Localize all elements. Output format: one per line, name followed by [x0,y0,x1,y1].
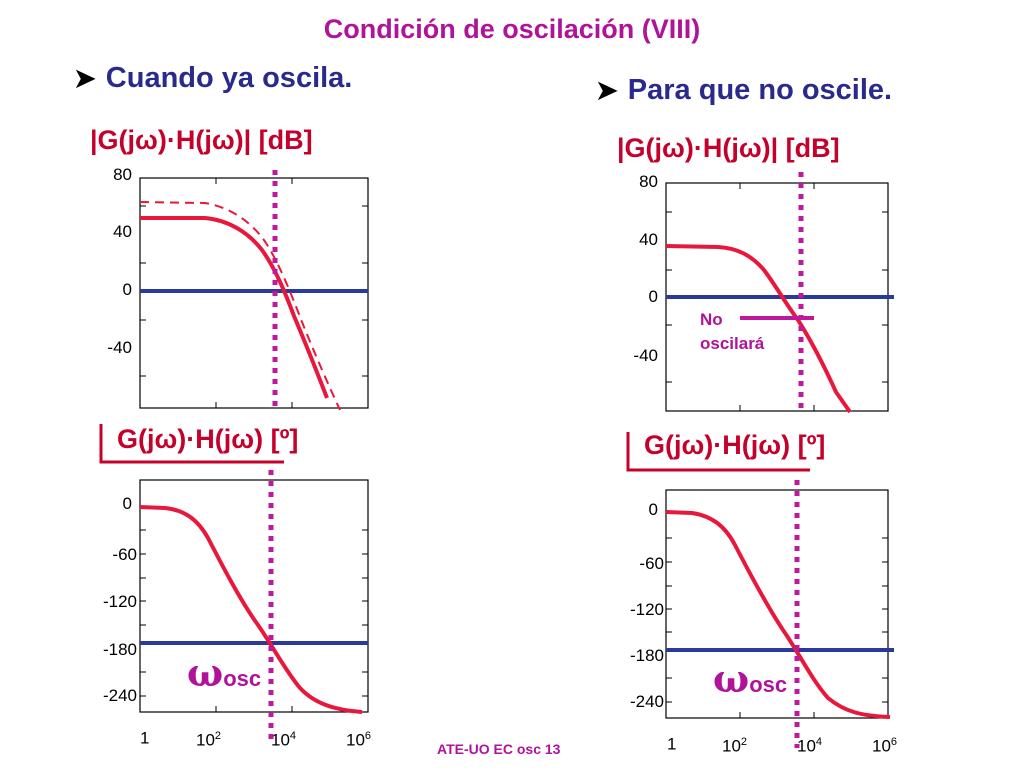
angle-symbol-icon [626,432,810,472]
y-tick-label: 40 [113,222,132,241]
x-tick-label: 1 [667,734,677,754]
y-tick-label: 0 [648,500,658,519]
no-oscilara-annotation: No oscilará [700,310,765,353]
omega-osc-label: ωosc [187,650,262,695]
y-tick-label: -240 [102,686,137,705]
bullet-left: ➤ Cuando ya oscila. [74,62,352,95]
y-tick-label: -40 [107,338,132,357]
y-tick-label: -240 [629,692,664,711]
bullet-right-text: Para que no oscile. [627,74,893,106]
y-tick-label: 0 [122,494,132,513]
x-tick-label: 102 [722,736,748,756]
magnitude-curve [140,216,329,399]
y-tick-label: 80 [113,165,132,184]
y-tick-label: -40 [633,346,658,365]
left-phase-frame [139,479,369,713]
right-magnitude-title: |G(jω)·H(jω)| [dB] [617,133,840,163]
y-tick-label: 80 [639,172,658,191]
y-tick-label: -120 [629,600,664,619]
arrow-bullet-icon: ➤ [74,63,96,93]
y-tick-label: -120 [102,592,137,611]
y-tick-label: -60 [639,554,664,573]
magnitude-curve-dashed [139,201,341,411]
page-title: Condición de oscilación (VIII) [323,14,701,44]
y-tick-label: 0 [122,280,132,299]
x-tick-label: 104 [271,730,297,750]
x-tick-label: 102 [196,730,222,750]
x-tick-label: 106 [346,730,372,750]
magnitude-curve [665,244,852,414]
phase-curve [665,510,891,719]
left-phase-title: G(jω)·H(jω) [º] [117,424,299,454]
y-tick-label: -180 [102,640,137,659]
phase-curve [139,505,363,714]
right-phase-frame [665,489,889,719]
x-tick-label: 106 [872,736,898,756]
x-tick-label: 104 [797,736,823,756]
omega-osc-label: ωosc [713,656,788,701]
bullet-right: ➤ Para que no oscile. [596,74,892,107]
arrow-bullet-icon: ➤ [596,75,618,105]
bullet-left-text: Cuando ya oscila. [105,62,353,94]
y-tick-label: -180 [629,646,664,665]
footer-label: ATE-UO EC osc 13 [437,741,561,757]
right-phase-title: G(jω)·H(jω) [º] [644,430,826,460]
y-tick-label: 40 [639,230,658,249]
y-tick-label: 0 [648,287,658,306]
x-tick-label: 1 [140,728,150,748]
y-tick-label: -60 [112,545,137,564]
angle-symbol-icon [99,424,284,464]
left-magnitude-title: |G(jω)·H(jω)| [dB] [90,125,313,155]
